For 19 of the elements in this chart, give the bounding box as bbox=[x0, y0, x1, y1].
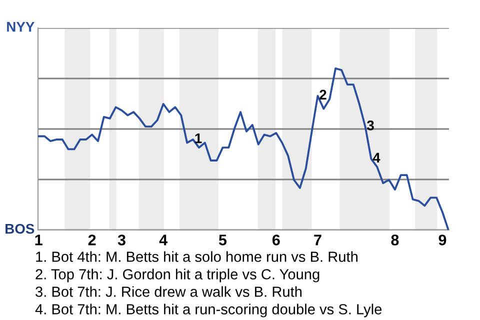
text: NYY bbox=[7, 22, 34, 32]
text: 3. Bot 7th: J. Rice drew a walk vs B. Ruth bbox=[36, 286, 302, 297]
x-tick-label: 3 bbox=[118, 234, 126, 246]
x-tick-label: 4 bbox=[159, 234, 168, 246]
x-tick-label: 7 bbox=[314, 234, 322, 246]
annotation: 4 bbox=[372, 152, 380, 162]
text: BOS bbox=[6, 224, 34, 234]
x-tick-label: 2 bbox=[88, 234, 96, 246]
x-tick-label: 6 bbox=[272, 234, 280, 246]
annotation: 1 bbox=[195, 134, 202, 144]
text: 2. Top 7th: J. Gordon hit a triple vs C. Young bbox=[36, 268, 320, 282]
x-tick-label: 1 bbox=[35, 234, 42, 246]
annotation: 2 bbox=[320, 90, 326, 100]
x-tick-label: 9 bbox=[438, 234, 446, 246]
x-tick-label: 5 bbox=[218, 234, 227, 246]
text: 4. Bot 7th: M. Betts hit a run-scoring double vs S. Lyle bbox=[35, 304, 382, 318]
text: 1. Bot 4th: M. Betts hit a solo home run vs B. Ruth bbox=[36, 251, 358, 262]
x-tick-label: 8 bbox=[391, 234, 399, 246]
annotation: 3 bbox=[366, 120, 374, 130]
